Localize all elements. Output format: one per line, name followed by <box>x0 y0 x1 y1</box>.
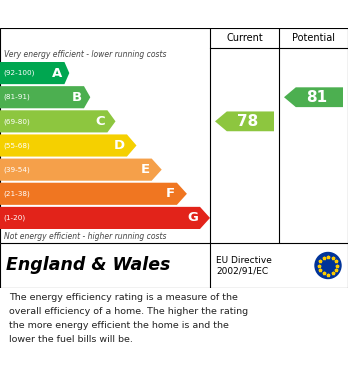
Text: (1-20): (1-20) <box>3 215 25 221</box>
Text: England & Wales: England & Wales <box>6 256 171 274</box>
Polygon shape <box>0 135 136 156</box>
Text: C: C <box>96 115 105 128</box>
Text: Current: Current <box>226 33 263 43</box>
Polygon shape <box>0 110 116 133</box>
Text: Potential: Potential <box>292 33 335 43</box>
Polygon shape <box>0 183 187 205</box>
Text: (39-54): (39-54) <box>3 167 30 173</box>
Text: The energy efficiency rating is a measure of the
overall efficiency of a home. T: The energy efficiency rating is a measur… <box>9 293 248 344</box>
Polygon shape <box>0 207 210 229</box>
Polygon shape <box>0 62 69 84</box>
Text: D: D <box>114 139 125 152</box>
Text: (55-68): (55-68) <box>3 142 30 149</box>
Text: (81-91): (81-91) <box>3 94 30 100</box>
Text: B: B <box>72 91 82 104</box>
Text: (92-100): (92-100) <box>3 70 34 76</box>
Polygon shape <box>284 87 343 107</box>
Text: (21-38): (21-38) <box>3 190 30 197</box>
Polygon shape <box>215 111 274 131</box>
Polygon shape <box>0 86 90 108</box>
Text: F: F <box>166 187 175 200</box>
Text: A: A <box>52 66 62 80</box>
Text: E: E <box>141 163 150 176</box>
Text: 81: 81 <box>307 90 327 105</box>
Circle shape <box>315 253 341 278</box>
Text: G: G <box>187 212 198 224</box>
Text: (69-80): (69-80) <box>3 118 30 125</box>
Text: Very energy efficient - lower running costs: Very energy efficient - lower running co… <box>4 50 166 59</box>
Text: Not energy efficient - higher running costs: Not energy efficient - higher running co… <box>4 232 166 241</box>
Text: Energy Efficiency Rating: Energy Efficiency Rating <box>9 7 211 22</box>
Text: 78: 78 <box>237 114 259 129</box>
Polygon shape <box>0 159 162 181</box>
Text: EU Directive
2002/91/EC: EU Directive 2002/91/EC <box>216 256 272 275</box>
